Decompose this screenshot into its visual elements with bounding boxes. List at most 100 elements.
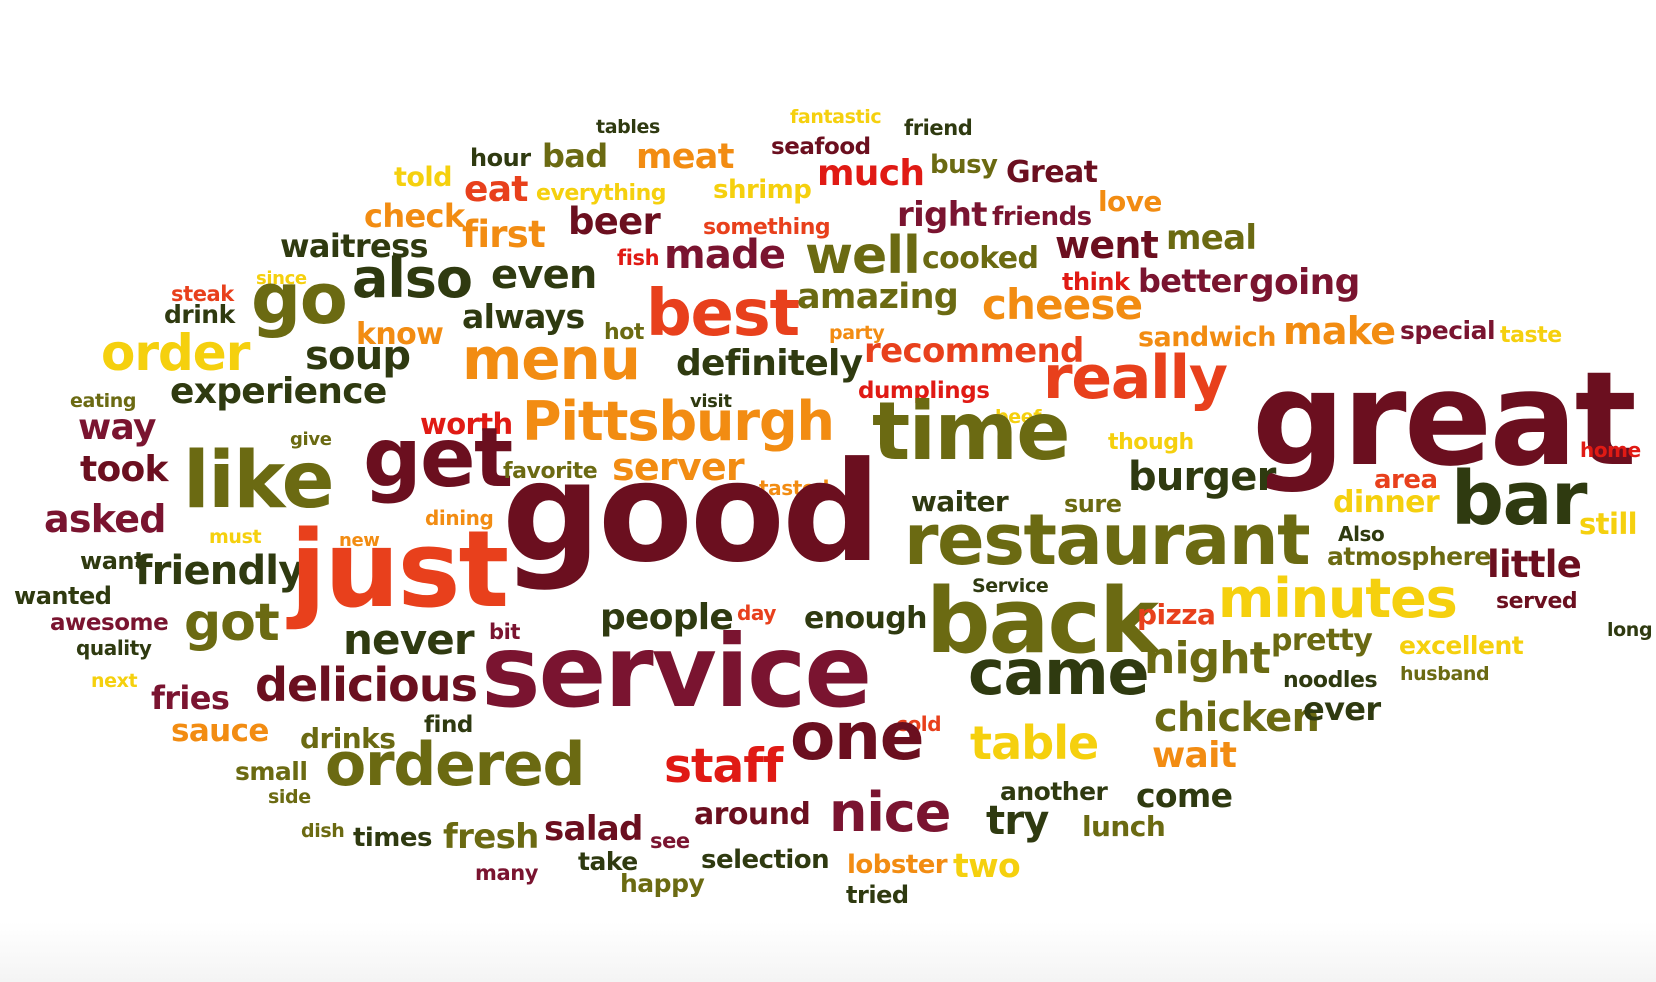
word-cloud-word: waitress: [280, 227, 429, 265]
word-cloud-word: make: [1283, 309, 1396, 353]
word-cloud-word: server: [612, 445, 745, 489]
word-cloud-word: everything: [536, 181, 667, 206]
word-cloud-word: fries: [151, 679, 230, 717]
word-cloud-word: better: [1138, 262, 1247, 300]
word-cloud-word: friends: [992, 202, 1092, 232]
word-cloud-word: well: [805, 226, 921, 286]
word-cloud-word: fish: [617, 246, 660, 270]
word-cloud-word: beer: [568, 200, 661, 243]
word-cloud-word: order: [101, 324, 250, 382]
word-cloud-word: first: [462, 213, 546, 256]
word-cloud-word: much: [817, 153, 925, 194]
word-cloud-word: love: [1098, 185, 1162, 218]
word-cloud-word: recommend: [864, 331, 1084, 371]
word-cloud-word: party: [829, 322, 885, 344]
word-cloud-word: bad: [542, 137, 608, 175]
word-cloud-word: going: [1249, 262, 1360, 303]
word-cloud-word: atmosphere: [1327, 542, 1491, 571]
word-cloud-word: way: [78, 407, 156, 448]
word-cloud-word: burger: [1128, 454, 1276, 500]
word-cloud-word: fantastic: [790, 106, 882, 128]
word-cloud-word: tasted: [759, 476, 830, 500]
word-cloud-word: must: [209, 526, 262, 548]
word-cloud-word: new: [339, 530, 380, 551]
word-cloud-word: back: [926, 569, 1159, 674]
word-cloud-word: hour: [470, 144, 531, 172]
word-cloud-word: next: [91, 670, 138, 692]
word-cloud-word: waiter: [911, 485, 1009, 518]
word-cloud-word: also: [352, 247, 473, 310]
word-cloud-word: pretty: [1271, 623, 1373, 658]
word-cloud-word: minutes: [1218, 567, 1458, 630]
word-cloud-word: check: [364, 197, 465, 235]
word-cloud-word: got: [184, 593, 280, 653]
word-cloud-word: times: [353, 823, 432, 853]
word-cloud-word: give: [290, 429, 332, 450]
word-cloud-word: selection: [701, 845, 830, 875]
word-cloud-word: friendly: [135, 548, 304, 594]
word-cloud-word: one: [790, 698, 924, 775]
word-cloud-word: even: [491, 252, 597, 298]
word-cloud-word: meat: [636, 137, 734, 177]
word-cloud-word: Service: [972, 575, 1049, 597]
word-cloud-word: dinner: [1333, 485, 1440, 520]
word-cloud-word: asked: [44, 497, 166, 541]
word-cloud-word: bit: [489, 620, 521, 644]
word-cloud-word: quality: [76, 636, 152, 660]
word-cloud-word: go: [251, 258, 348, 340]
word-cloud-word: salad: [544, 809, 643, 849]
word-cloud-word: Also: [1338, 522, 1385, 546]
word-cloud-word: home: [1580, 438, 1641, 462]
word-cloud-word: busy: [930, 150, 998, 180]
word-cloud-word: sandwich: [1138, 322, 1276, 353]
word-cloud-word: cooked: [922, 241, 1039, 276]
word-cloud-word: find: [424, 712, 473, 738]
word-cloud-word: pizza: [1137, 598, 1216, 631]
word-cloud-word: drinks: [300, 722, 396, 755]
word-cloud-word: something: [703, 215, 831, 240]
word-cloud-word: staff: [664, 739, 783, 794]
word-cloud-word: little: [1487, 543, 1582, 586]
word-cloud-word: great: [1252, 343, 1637, 495]
word-cloud-word: hot: [604, 320, 644, 345]
word-cloud-word: restaurant: [904, 499, 1311, 581]
word-cloud-word: area: [1374, 465, 1438, 495]
word-cloud-word: sure: [1064, 490, 1122, 518]
word-cloud-word: meal: [1166, 218, 1257, 258]
word-cloud-word: lunch: [1082, 810, 1166, 843]
word-cloud-word: excellent: [1399, 631, 1524, 660]
word-cloud-word: enough: [804, 601, 928, 636]
word-cloud-word: made: [664, 232, 786, 278]
word-cloud-word: experience: [170, 371, 387, 412]
word-cloud-word: come: [1136, 776, 1233, 815]
word-cloud-word: visit: [690, 391, 732, 412]
word-cloud-word: though: [1108, 430, 1194, 455]
word-cloud-word: bar: [1451, 456, 1587, 542]
word-cloud-word: people: [600, 597, 734, 638]
word-cloud-word: just: [290, 508, 509, 631]
word-cloud-word: taste: [1500, 323, 1562, 348]
word-cloud-word: two: [953, 846, 1021, 885]
word-cloud-word: Great: [1006, 155, 1098, 190]
word-cloud-word: Pittsburgh: [522, 390, 835, 453]
word-cloud-word: still: [1579, 507, 1638, 541]
word-cloud-word: special: [1400, 316, 1496, 345]
word-cloud-word: get: [363, 411, 513, 506]
word-cloud-word: sauce: [171, 713, 269, 749]
word-cloud-word: best: [646, 277, 800, 351]
word-cloud-word: ever: [1303, 690, 1381, 728]
bottom-fade: [0, 922, 1656, 982]
word-cloud-word: happy: [620, 869, 705, 898]
word-cloud-word: soup: [305, 333, 411, 379]
word-cloud-word: tables: [596, 116, 660, 138]
word-cloud-word: eating: [70, 390, 137, 412]
word-cloud-word: time: [872, 385, 1070, 478]
word-cloud-word: cheese: [982, 280, 1143, 329]
word-cloud-word: wanted: [14, 582, 112, 610]
word-cloud-word: want: [80, 547, 146, 575]
word-cloud-word: service: [481, 613, 872, 730]
word-cloud-word: never: [343, 615, 475, 664]
word-cloud-word: shrimp: [713, 175, 812, 205]
word-cloud-word: day: [737, 601, 777, 625]
